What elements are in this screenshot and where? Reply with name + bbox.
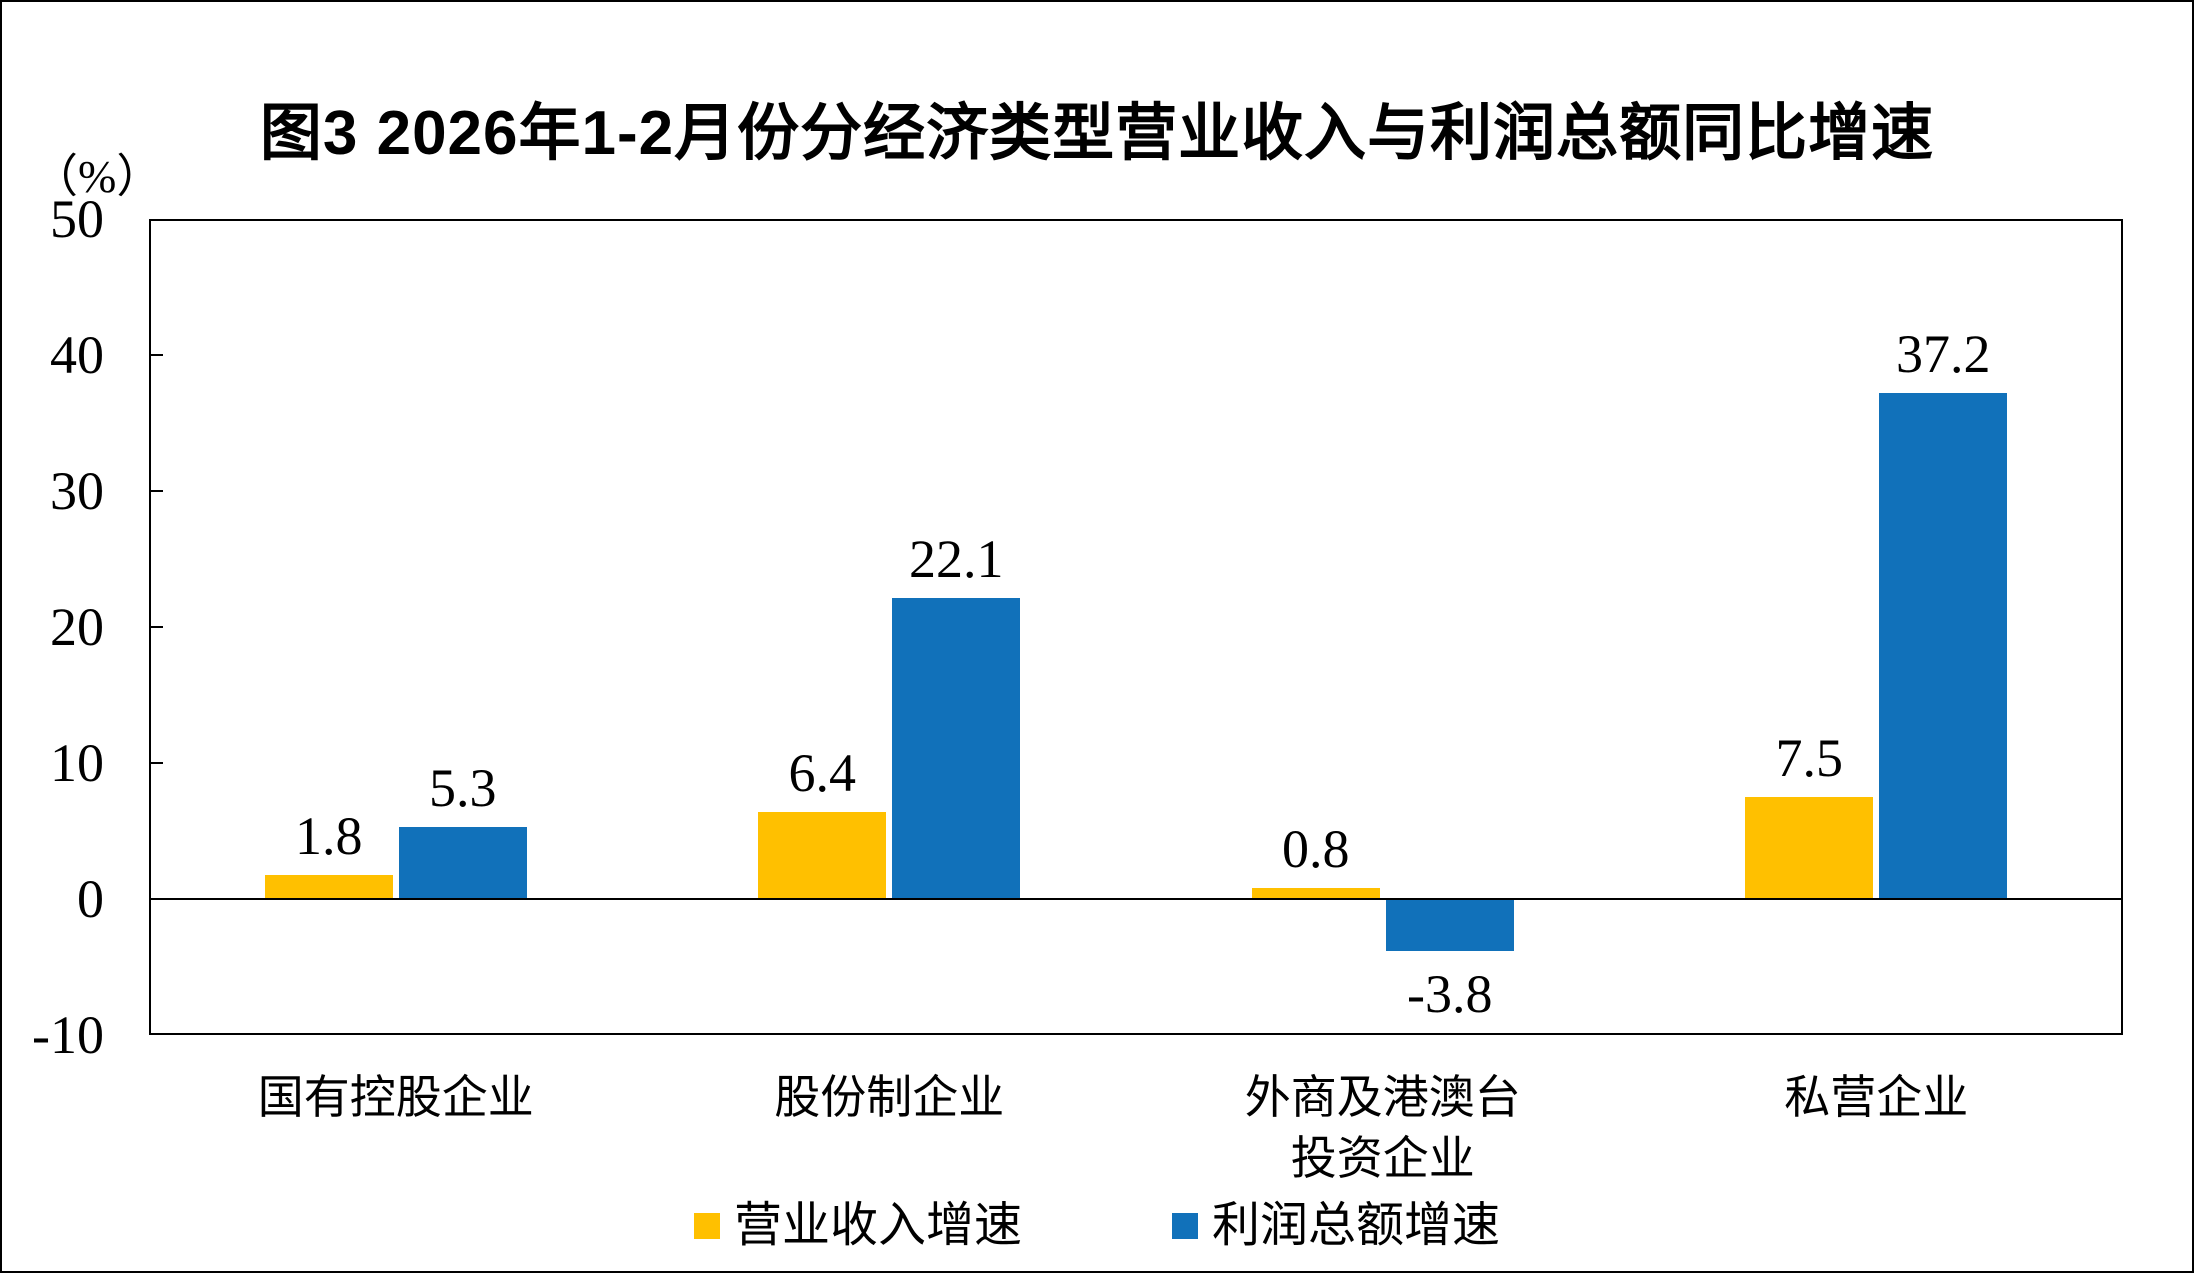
value-label: -3.8 bbox=[1407, 963, 1493, 1024]
category-label: 国有控股企业 bbox=[257, 1072, 534, 1123]
bar-营业收入增速-4 bbox=[1745, 797, 1874, 899]
y-tick-label: 40 bbox=[50, 325, 104, 385]
bar-营业收入增速-2 bbox=[758, 811, 887, 899]
bar-利润总额增速-1 bbox=[398, 826, 527, 899]
legend: 营业收入增速 利润总额增速 bbox=[2, 1202, 2192, 1250]
value-label: 7.5 bbox=[1775, 728, 1844, 788]
chart-title: 图3 2026年1-2月份分经济类型营业收入与利润总额同比增速 bbox=[259, 99, 1935, 168]
bar-利润总额增速-2 bbox=[892, 598, 1021, 899]
zero-gridline bbox=[149, 898, 2123, 900]
value-label: 0.8 bbox=[1282, 819, 1350, 880]
value-label: 1.8 bbox=[295, 805, 363, 866]
y-tick-label: 0 bbox=[77, 869, 104, 929]
bar-营业收入增速-1 bbox=[264, 874, 393, 899]
y-tick-label: -10 bbox=[32, 1005, 104, 1065]
legend-label: 营业收入增速 bbox=[733, 1199, 1022, 1252]
bar-利润总额增速-4 bbox=[1879, 393, 2008, 899]
y-tick-label: 30 bbox=[50, 461, 104, 521]
y-tick-mark bbox=[149, 626, 163, 628]
y-tick-mark bbox=[149, 490, 163, 492]
y-tick-label: 10 bbox=[50, 733, 104, 793]
category-label: 外商及港澳台 投资企业 bbox=[1244, 1072, 1521, 1184]
legend-swatch-icon bbox=[693, 1213, 720, 1239]
legend-swatch-icon bbox=[1172, 1213, 1198, 1239]
y-tick-label: 50 bbox=[50, 189, 104, 249]
y-tick-mark bbox=[149, 354, 163, 356]
y-axis-unit-label: （%） bbox=[32, 151, 163, 202]
legend-item: 利润总额增速 bbox=[1172, 1202, 1500, 1250]
y-tick-mark bbox=[149, 762, 163, 764]
legend-label: 利润总额增速 bbox=[1212, 1199, 1501, 1252]
bar-营业收入增速-3 bbox=[1251, 888, 1380, 899]
y-tick-label: 20 bbox=[50, 597, 104, 657]
value-label: 22.1 bbox=[909, 529, 1004, 590]
bar-利润总额增速-3 bbox=[1385, 899, 1514, 951]
value-label: 37.2 bbox=[1896, 324, 1991, 385]
category-label: 股份制企业 bbox=[774, 1072, 1005, 1123]
category-label: 私营企业 bbox=[1784, 1072, 1969, 1123]
value-label: 5.3 bbox=[429, 757, 497, 818]
value-label: 6.4 bbox=[788, 742, 857, 803]
legend-item: 营业收入增速 bbox=[693, 1199, 1022, 1252]
